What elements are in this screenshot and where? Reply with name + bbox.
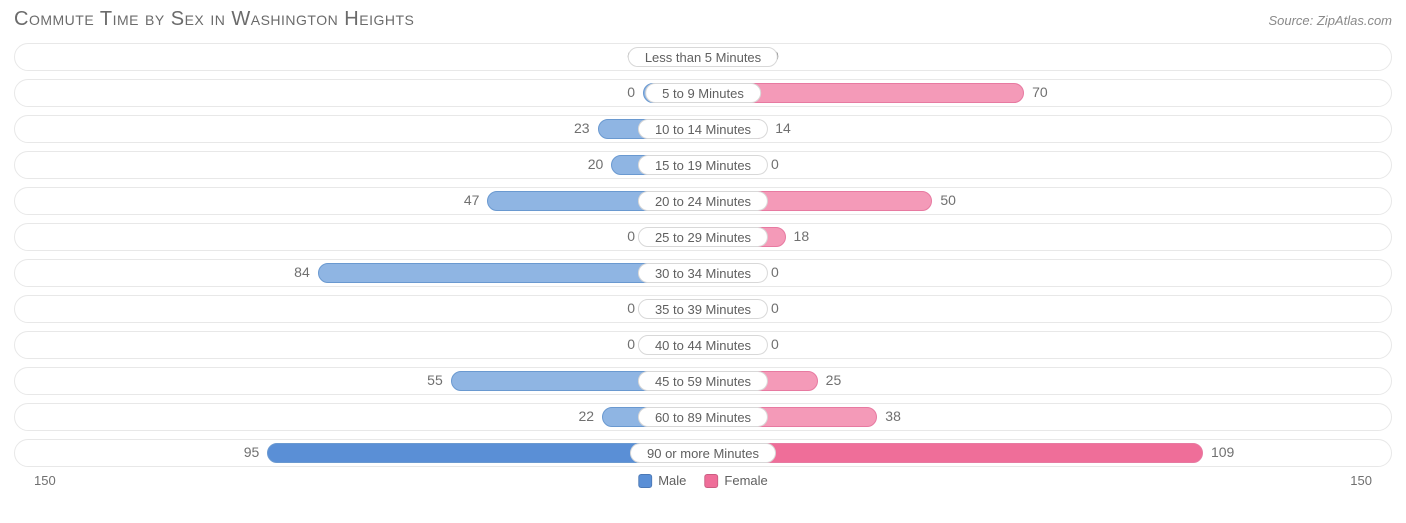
chart-row: 0 040 to 44 Minutes [14,331,1392,359]
female-bar [703,443,1203,463]
chart-row: 0 70 5 to 9 Minutes [14,79,1392,107]
male-value: 22 [579,408,595,424]
female-value: 50 [940,192,956,208]
female-value: 70 [1032,84,1048,100]
female-value: 18 [794,228,810,244]
female-value: 14 [775,120,791,136]
chart-row: 20 015 to 19 Minutes [14,151,1392,179]
male-value: 20 [588,156,604,172]
category-pill: 90 or more Minutes [630,443,776,463]
male-value: 84 [294,264,310,280]
legend: Male Female [638,473,768,488]
male-value: 55 [427,372,443,388]
female-value: 0 [771,336,779,352]
chart-header: Commute Time by Sex in Washington Height… [0,0,1406,37]
female-value: 0 [771,264,779,280]
category-pill: 20 to 24 Minutes [638,191,768,211]
female-value: 38 [885,408,901,424]
male-value: 95 [244,444,260,460]
legend-swatch [704,474,718,488]
legend-item-male: Male [638,473,686,488]
chart-row: 95 109 90 or more Minutes [14,439,1392,467]
category-pill: 15 to 19 Minutes [638,155,768,175]
female-value: 25 [826,372,842,388]
category-pill: 25 to 29 Minutes [638,227,768,247]
category-pill: 35 to 39 Minutes [638,299,768,319]
female-value: 0 [771,156,779,172]
chart-title: Commute Time by Sex in Washington Height… [14,8,414,31]
category-pill: 60 to 89 Minutes [638,407,768,427]
male-value: 23 [574,120,590,136]
chart-row: 23 14 10 to 14 Minutes [14,115,1392,143]
chart-row: 00Less than 5 Minutes [14,43,1392,71]
legend-label: Female [724,473,767,488]
category-pill: 40 to 44 Minutes [638,335,768,355]
axis-max-right: 150 [1350,473,1372,488]
chart-row: 0 035 to 39 Minutes [14,295,1392,323]
male-value: 47 [464,192,480,208]
chart-row: 22 38 60 to 89 Minutes [14,403,1392,431]
category-pill: 30 to 34 Minutes [638,263,768,283]
legend-swatch [638,474,652,488]
chart-area: 00Less than 5 Minutes0705 to 9 Minutes23… [0,37,1406,497]
legend-label: Male [658,473,686,488]
chart-row: 0 18 25 to 29 Minutes [14,223,1392,251]
chart-row: 47 50 20 to 24 Minutes [14,187,1392,215]
category-pill: Less than 5 Minutes [628,47,778,67]
category-pill: 10 to 14 Minutes [638,119,768,139]
chart-source: Source: ZipAtlas.com [1268,13,1392,28]
male-value: 0 [627,228,635,244]
male-value: 0 [627,336,635,352]
category-pill: 5 to 9 Minutes [645,83,761,103]
axis-max-left: 150 [34,473,56,488]
chart-row: 55 25 45 to 59 Minutes [14,367,1392,395]
category-pill: 45 to 59 Minutes [638,371,768,391]
axis-row: 150 150 Male Female [14,473,1392,493]
male-value: 0 [627,84,635,100]
female-value: 0 [771,300,779,316]
legend-item-female: Female [704,473,767,488]
male-value: 0 [627,300,635,316]
chart-row: 84 030 to 34 Minutes [14,259,1392,287]
female-value: 109 [1211,444,1234,460]
